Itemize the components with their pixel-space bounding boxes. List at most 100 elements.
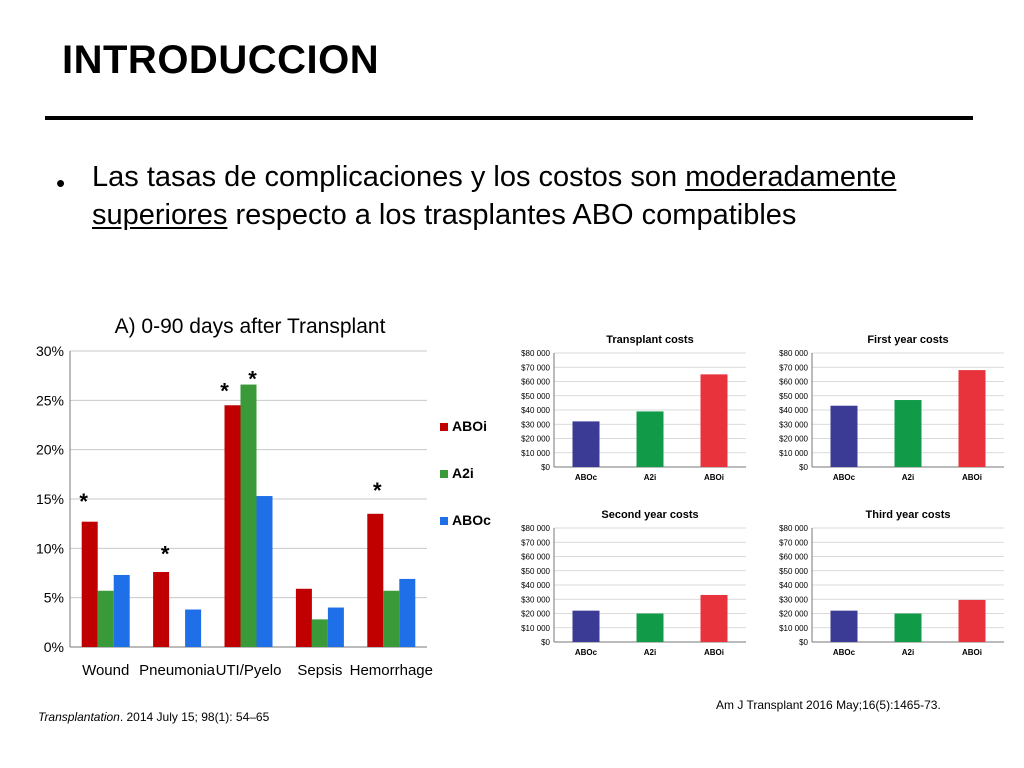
bar-aboi-utipyelo [224,405,241,647]
x-tick-label: Pneumonia [139,662,216,679]
bar-aboi-sepsis [295,588,312,647]
bar-aboi-hemorrhage [367,513,384,647]
legend-label: ABOi [452,418,487,434]
bar-a2i-sepsis [311,619,328,647]
significance-asterisk: * [220,379,229,404]
x-tick-label: ABOi [704,648,724,657]
citation-left-details: . 2014 July 15; 98(1): 54–65 [119,710,270,724]
legend-swatch-aboi [440,423,448,431]
bar-a2i [636,411,664,467]
y-tick-label: $80 000 [779,524,808,533]
third-year-costs-chart: Third year costs $0 $10 000 $20 000 $30 000 $… [779,509,1004,657]
x-tick-label: ABOi [704,473,724,482]
bar-aboc-hemorrhage [399,578,416,647]
significance-asterisk: * [373,478,382,503]
y-tick-label: $40 000 [779,406,808,415]
bar-aboc [830,610,858,642]
y-tick-label: $10 000 [521,624,550,633]
y-tick-label: $60 000 [521,553,550,562]
second-year-costs-chart: Second year costs $0 $10 000 $20 000 $30 000… [521,509,746,657]
y-tick-label: $60 000 [521,378,550,387]
x-tick-label: ABOc [575,648,598,657]
y-tick-label: $10 000 [779,624,808,633]
bar-aboi [958,370,986,467]
y-tick-label: $50 000 [521,392,550,401]
legend-label: A2i [452,465,474,481]
bar-a2i-hemorrhage [383,590,400,647]
cost-chart-title: First year costs [867,334,948,346]
bullet-underline-1: moderadamente [685,161,897,193]
y-tick-label: $30 000 [521,420,550,429]
bar-a2i [894,613,922,642]
y-tick-label: $60 000 [779,378,808,387]
y-tick-label: $0 [541,463,550,472]
x-tick-label: A2i [902,648,914,657]
bar-a2i [894,400,922,467]
bar-aboc [830,405,858,467]
bar-aboc-wound [113,574,130,647]
y-tick-label: $10 000 [779,449,808,458]
citation-left-journal: Transplantation [38,710,120,724]
bullet-part-2: respecto a los trasplantes ABO compatibl… [227,199,797,231]
bar-aboi [958,599,986,642]
y-tick-label: $20 000 [521,610,550,619]
bar-aboc [572,421,600,467]
cost-chart-title: Third year costs [866,509,951,521]
bar-a2i-utipyelo [240,384,257,647]
y-tick-label: 5% [44,590,64,606]
y-tick-label: $30 000 [521,595,550,604]
chart-title: A) 0-90 days after Transplant [115,315,386,338]
slide-title: INTRODUCCION [62,38,380,82]
bar-aboc-sepsis [327,607,344,647]
y-tick-label: $80 000 [779,349,808,358]
x-tick-label: ABOc [833,648,856,657]
y-tick-label: 25% [36,392,64,408]
legend-swatch-a2i [440,470,448,478]
bar-a2i-wound [97,590,114,647]
y-tick-label: $30 000 [779,595,808,604]
y-tick-label: 20% [36,442,64,458]
y-tick-label: $70 000 [521,363,550,372]
x-tick-label: Wound [82,662,129,679]
complications-chart: A) 0-90 days after Transplant 0% 5% 10% 15% 2… [36,315,491,679]
y-tick-label: $20 000 [779,435,808,444]
bar-aboc-utipyelo [256,496,273,647]
y-tick-label: $60 000 [779,553,808,562]
y-tick-label: 30% [36,343,64,359]
y-tick-label: $30 000 [779,420,808,429]
y-tick-label: 10% [36,540,64,556]
citation-right: Am J Transplant 2016 May;16(5):1465-73. [716,698,941,712]
bar-a2i [636,613,664,642]
x-tick-label: ABOc [575,473,598,482]
x-tick-label: Sepsis [297,662,342,679]
x-tick-label: ABOc [833,473,856,482]
x-tick-label: A2i [902,473,914,482]
y-tick-label: $20 000 [779,610,808,619]
bar-aboi [700,374,728,467]
legend-label: ABOc [452,512,491,528]
bullet-part-1: Las tasas de complicaciones y los costos… [92,161,686,193]
title-divider [45,116,973,120]
y-tick-label: $70 000 [521,538,550,547]
x-tick-label: ABOi [962,473,982,482]
first-year-costs-chart: First year costs $0 $10 000 $20 000 $30 000 $… [779,334,1004,482]
y-tick-label: 0% [44,639,64,655]
significance-asterisk: * [248,367,257,392]
x-tick-label: UTI/Pyelo [216,662,282,679]
bar-aboi [700,594,728,642]
x-tick-label: A2i [644,473,656,482]
legend-swatch-aboc [440,517,448,525]
citation-left: Transplantation. 2014 July 15; 98(1): 54… [38,710,269,724]
x-tick-label: A2i [644,648,656,657]
significance-asterisk: * [161,541,170,566]
y-tick-label: $0 [799,463,808,472]
y-tick-label: $10 000 [521,449,550,458]
y-tick-label: $80 000 [521,524,550,533]
y-tick-label: $50 000 [779,567,808,576]
bar-aboi-wound [81,521,98,647]
y-tick-label: $70 000 [779,363,808,372]
significance-asterisk: * [79,489,88,514]
cost-chart-title: Transplant costs [606,334,693,346]
y-tick-label: $50 000 [521,567,550,576]
y-tick-label: $40 000 [521,581,550,590]
